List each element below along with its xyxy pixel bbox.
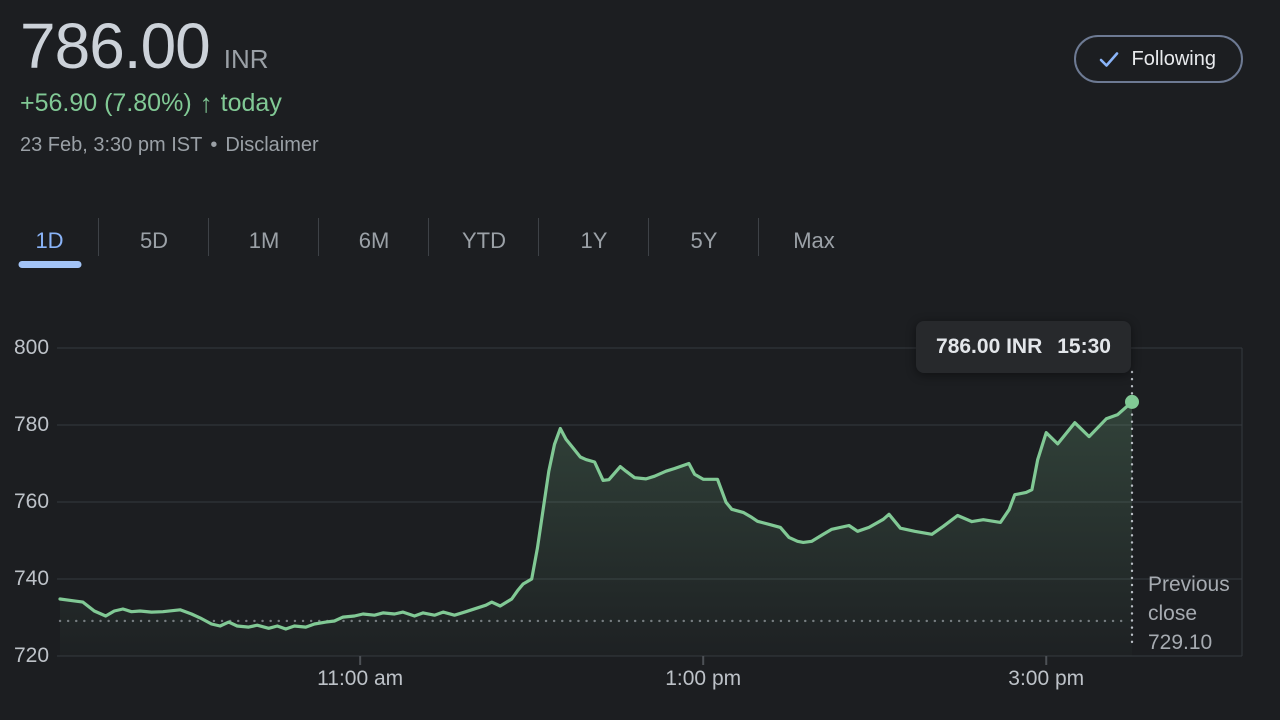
currency-label: INR — [223, 44, 269, 74]
x-axis-label: 3:00 pm — [1008, 667, 1085, 690]
separator-dot: • — [210, 133, 218, 156]
tab-5d[interactable]: 5D — [99, 212, 209, 270]
x-axis-label: 11:00 am — [317, 667, 404, 690]
previous-close-label: Previous close 729.10 — [1148, 570, 1252, 657]
change-period: today — [220, 88, 282, 117]
disclaimer-link[interactable]: Disclaimer — [225, 133, 319, 156]
tooltip-time: 15:30 — [1057, 335, 1111, 358]
tab-1y[interactable]: 1Y — [539, 212, 649, 270]
tab-1m[interactable]: 1M — [209, 212, 319, 270]
quote-header: 786.00 INR +56.90 (7.80%) ↑ today 23 Feb… — [20, 10, 319, 157]
x-axis-label: 1:00 pm — [665, 667, 742, 690]
previous-close-value: 729.10 — [1148, 631, 1213, 654]
tab-ytd[interactable]: YTD — [429, 212, 539, 270]
tooltip-price: 786.00 INR — [936, 335, 1043, 358]
quote-timestamp: 23 Feb, 3:30 pm IST — [20, 133, 203, 156]
tab-5y[interactable]: 5Y — [649, 212, 759, 270]
price-change: +56.90 (7.80%) — [20, 88, 192, 117]
y-axis-label: 780 — [14, 413, 50, 436]
y-axis-label: 740 — [14, 567, 50, 590]
time-range-tabs: 1D 5D 1M 6M YTD 1Y 5Y Max — [0, 212, 869, 270]
tab-1d[interactable]: 1D — [0, 212, 99, 270]
tab-6m[interactable]: 6M — [319, 212, 429, 270]
y-axis-label: 800 — [14, 336, 50, 359]
chart-tooltip: 786.00 INR 15:30 — [916, 321, 1131, 373]
stock-price: 786.00 — [20, 10, 211, 82]
following-button[interactable]: Following — [1073, 35, 1243, 83]
check-icon — [1097, 47, 1121, 71]
y-axis-label: 760 — [14, 490, 50, 513]
price-change-row: +56.90 (7.80%) ↑ today — [20, 89, 319, 118]
following-button-label: Following — [1131, 47, 1216, 70]
previous-close-text: Previous close — [1148, 573, 1230, 625]
y-axis-label: 720 — [14, 644, 50, 667]
active-tab-underline — [18, 261, 81, 268]
tab-max[interactable]: Max — [793, 228, 835, 253]
arrow-up-icon: ↑ — [199, 88, 213, 119]
